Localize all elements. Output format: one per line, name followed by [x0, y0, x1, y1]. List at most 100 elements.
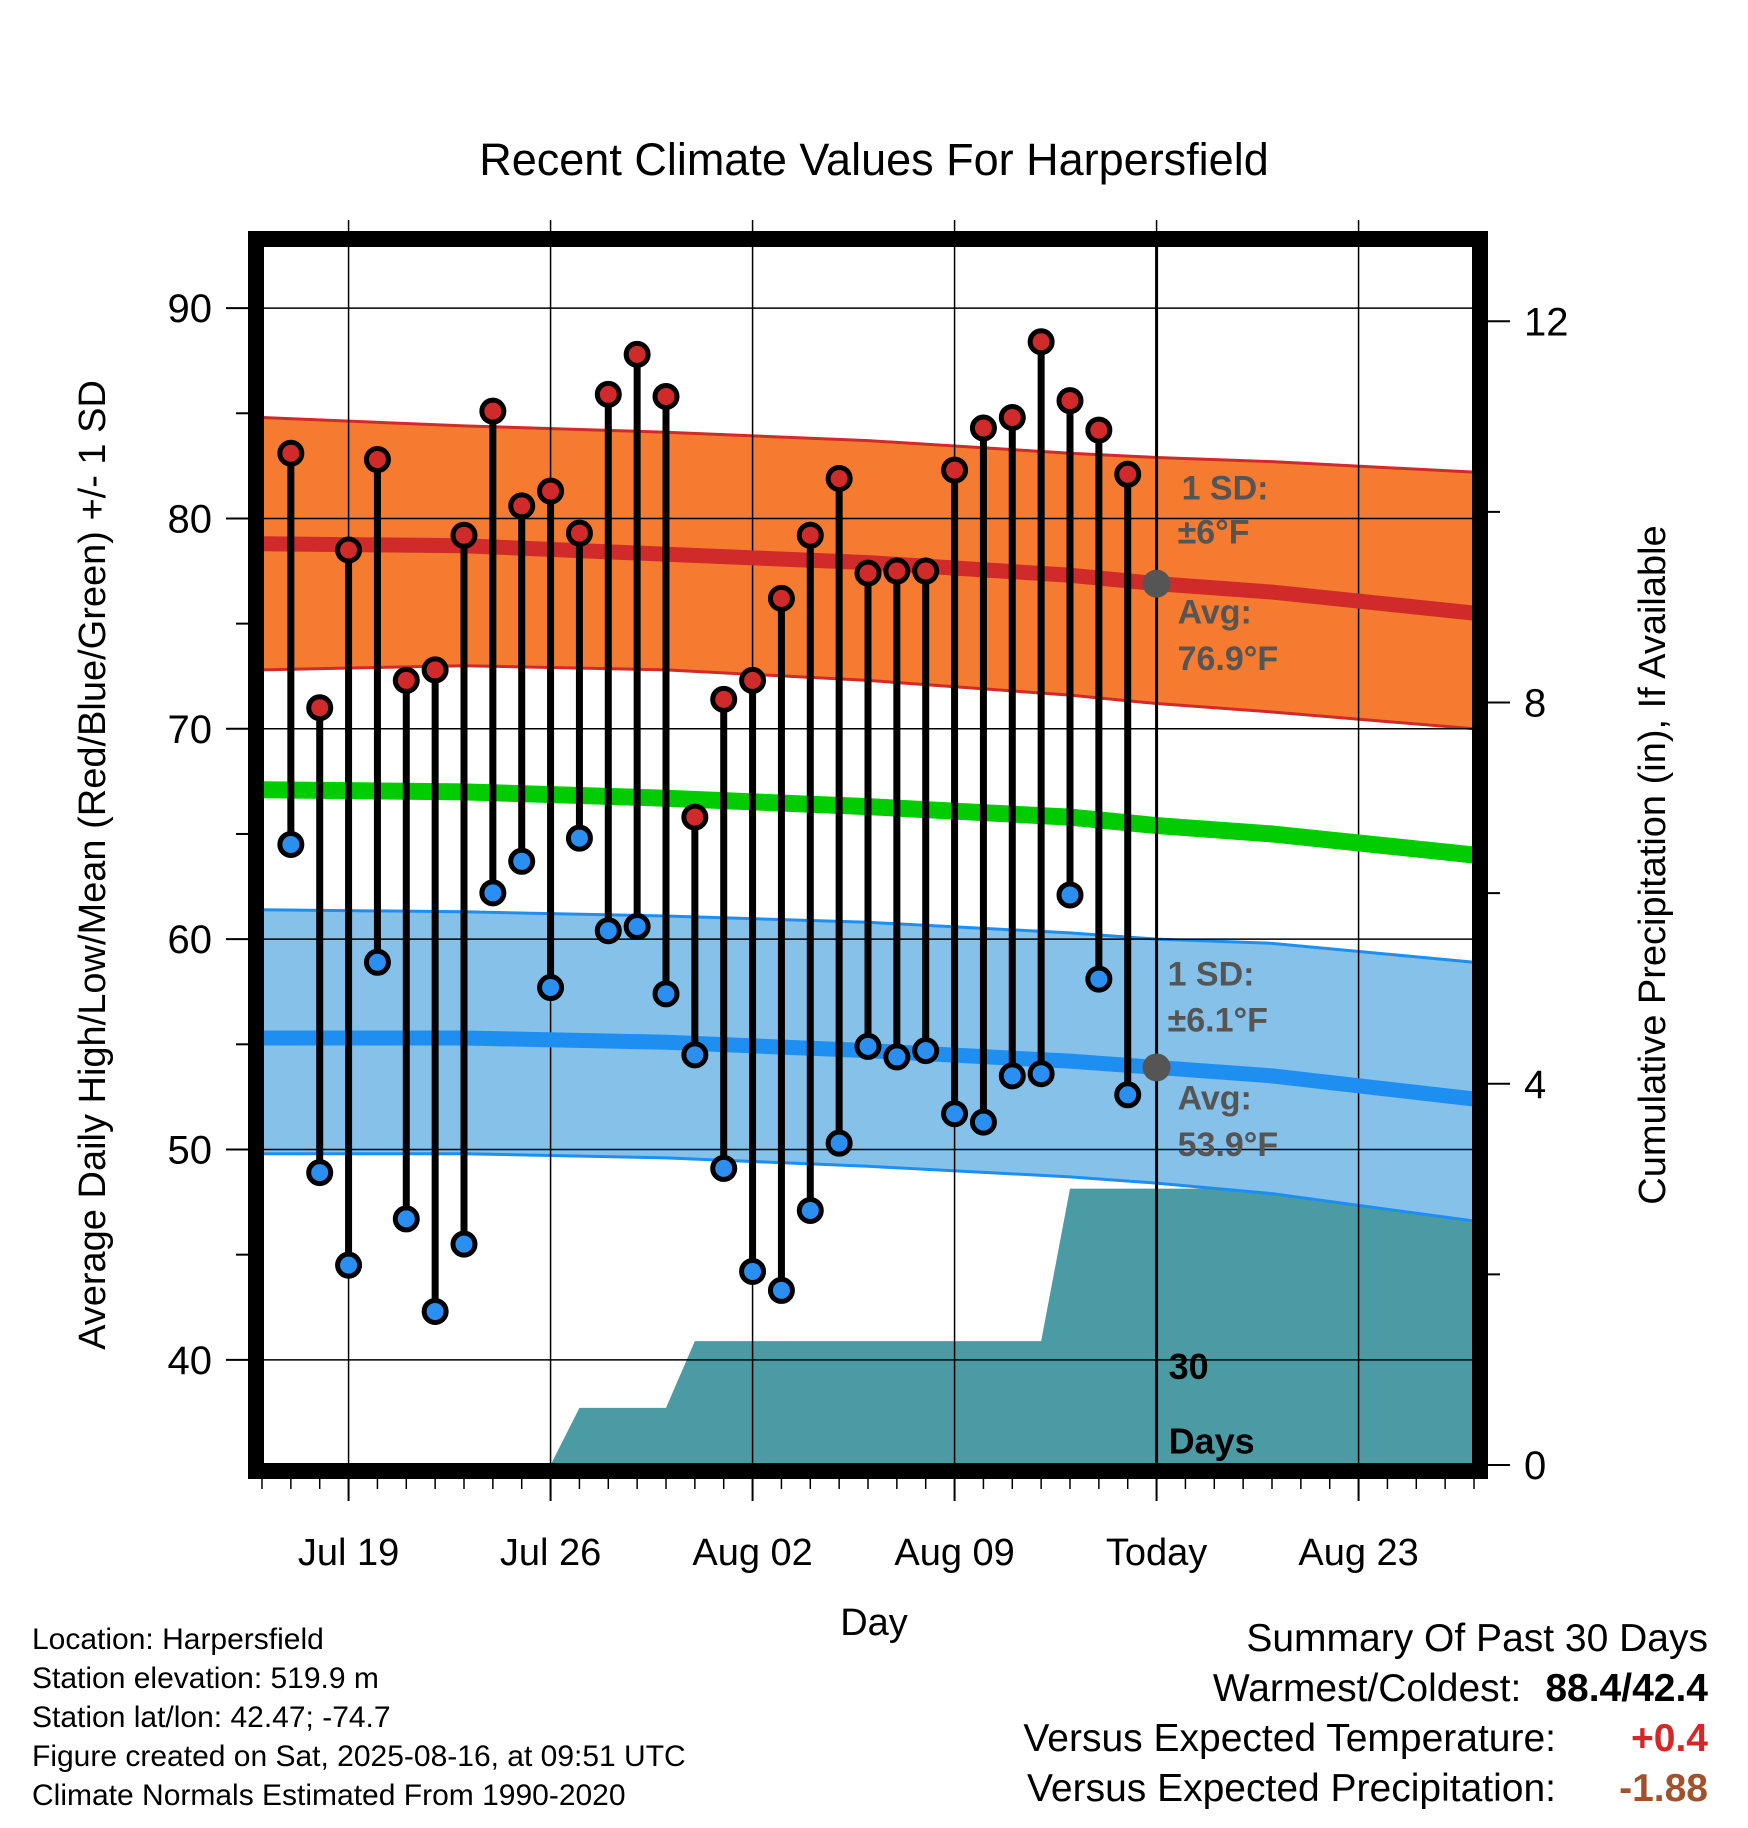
- high-marker: [854, 559, 882, 587]
- plot-frame: [248, 231, 1488, 1479]
- high-marker: [450, 521, 478, 549]
- days-label: Days: [1169, 1421, 1255, 1462]
- created-text: Figure created on Sat, 2025-08-16, at 09…: [32, 1740, 686, 1773]
- low-avg-label: Avg:: [1178, 1080, 1252, 1118]
- low-marker: [825, 1129, 853, 1157]
- low-marker: [421, 1297, 449, 1325]
- precip-label: Versus Expected Precipitation:: [1027, 1767, 1556, 1810]
- low-marker: [941, 1100, 969, 1128]
- plot-area: [261, 220, 1475, 1475]
- today-high-avg-marker: [1142, 569, 1171, 598]
- low-marker: [508, 847, 536, 875]
- high-mean-line: [261, 536, 1475, 621]
- high-marker: [825, 464, 853, 492]
- x-tick-label: Jul 26: [500, 1532, 601, 1574]
- precip-value: -1.88: [1619, 1767, 1708, 1810]
- low-marker: [912, 1037, 940, 1065]
- high-marker: [710, 685, 738, 713]
- low-marker: [1085, 965, 1113, 993]
- high-upper-line: [261, 415, 1475, 474]
- low-sd-value: ±6.1°F: [1168, 1002, 1268, 1040]
- high-marker: [479, 397, 507, 425]
- low-marker: [1114, 1081, 1142, 1109]
- low-marker: [392, 1205, 420, 1233]
- low-marker: [306, 1159, 334, 1187]
- low-marker: [681, 1041, 709, 1069]
- low-marker: [883, 1043, 911, 1071]
- high-marker: [306, 694, 334, 722]
- high-marker: [796, 521, 824, 549]
- high-avg-label: Avg:: [1178, 594, 1252, 632]
- x-tick-label: Aug 02: [692, 1532, 812, 1574]
- low-marker: [363, 948, 391, 976]
- low-lower-line: [262, 1152, 1475, 1223]
- low-marker: [277, 830, 305, 858]
- x-tick-label: Jul 19: [298, 1532, 399, 1574]
- y2-tick-label: 8: [1524, 682, 1546, 726]
- days-count: 30: [1169, 1346, 1209, 1387]
- y-tick-label: 40: [168, 1339, 213, 1383]
- high-marker: [969, 414, 997, 442]
- high-marker: [421, 656, 449, 684]
- y2-tick-label: 0: [1524, 1444, 1546, 1488]
- low-marker: [767, 1276, 795, 1304]
- low-marker: [565, 824, 593, 852]
- low-marker: [479, 879, 507, 907]
- latlon-text: Station lat/lon: 42.47; -74.7: [32, 1701, 391, 1734]
- high-lower-line: [261, 664, 1475, 731]
- low-avg-value: 53.9°F: [1178, 1126, 1279, 1164]
- low-marker: [739, 1257, 767, 1285]
- low-marker: [969, 1108, 997, 1136]
- precip-area: [262, 1188, 1474, 1465]
- summary-panel: Summary Of Past 30 Days Warmest/Coldest:…: [1023, 1614, 1708, 1814]
- x-tick-label: Today: [1106, 1532, 1207, 1574]
- low-upper-line: [261, 908, 1475, 964]
- high-marker: [941, 456, 969, 484]
- high-marker: [912, 557, 940, 585]
- annotations: 1 SD: ±6°F Avg: 76.9°F 1 SD: ±6.1°F Avg: 53.9°F…: [1168, 470, 1279, 1462]
- low-marker: [537, 974, 565, 1002]
- x-tick-label: Aug 09: [894, 1532, 1014, 1574]
- high-marker: [594, 380, 622, 408]
- low-marker: [1056, 881, 1084, 909]
- today-low-avg-marker: [1142, 1053, 1171, 1082]
- summary-precip-row: Versus Expected Precipitation: -1.88: [1023, 1764, 1708, 1814]
- warmest-label: Warmest/Coldest:: [1212, 1667, 1522, 1710]
- mean-line: [261, 781, 1475, 864]
- chart-title: Recent Climate Values For Harpersfield: [479, 134, 1268, 185]
- y-tick-label: 60: [168, 918, 213, 962]
- low-marker: [335, 1251, 363, 1279]
- y-tick-label: 90: [168, 287, 213, 331]
- high-marker: [739, 666, 767, 694]
- high-marker: [363, 446, 391, 474]
- summary-title: Summary Of Past 30 Days: [1246, 1617, 1708, 1660]
- high-marker: [681, 803, 709, 831]
- low-marker: [450, 1230, 478, 1258]
- low-marker: [623, 913, 651, 941]
- axes: 40 50 60 70 80 90 0 4 8 12 Jul 19 Jul 26 Aug 02 Aug 0…: [168, 231, 1569, 1574]
- high-sd-value: ±6°F: [1178, 514, 1250, 552]
- y-tick-label: 70: [168, 708, 213, 752]
- x-axis-label: Day: [840, 1602, 908, 1644]
- y-tick-label: 50: [168, 1128, 213, 1172]
- station-info: Location: Harpersfield Station elevation…: [32, 1620, 686, 1815]
- high-marker: [537, 477, 565, 505]
- temp-label: Versus Expected Temperature:: [1023, 1717, 1556, 1760]
- y-axis-label: Average Daily High/Low/Mean (Red/Blue/Gr…: [72, 380, 114, 1350]
- high-marker: [277, 439, 305, 467]
- high-marker: [392, 666, 420, 694]
- y2-tick-label: 12: [1524, 300, 1569, 344]
- low-marker: [652, 980, 680, 1008]
- low-marker: [1027, 1060, 1055, 1088]
- high-sd-label: 1 SD:: [1182, 470, 1269, 508]
- normals-text: Climate Normals Estimated From 1990-2020: [32, 1779, 626, 1812]
- low-marker: [594, 917, 622, 945]
- location-text: Location: Harpersfield: [32, 1623, 324, 1656]
- low-mean-line: [262, 1030, 1475, 1107]
- high-marker: [1056, 387, 1084, 415]
- high-marker: [1114, 460, 1142, 488]
- y-tick-label: 80: [168, 497, 213, 541]
- high-marker: [1027, 328, 1055, 356]
- elevation-text: Station elevation: 519.9 m: [32, 1662, 379, 1695]
- high-marker: [883, 557, 911, 585]
